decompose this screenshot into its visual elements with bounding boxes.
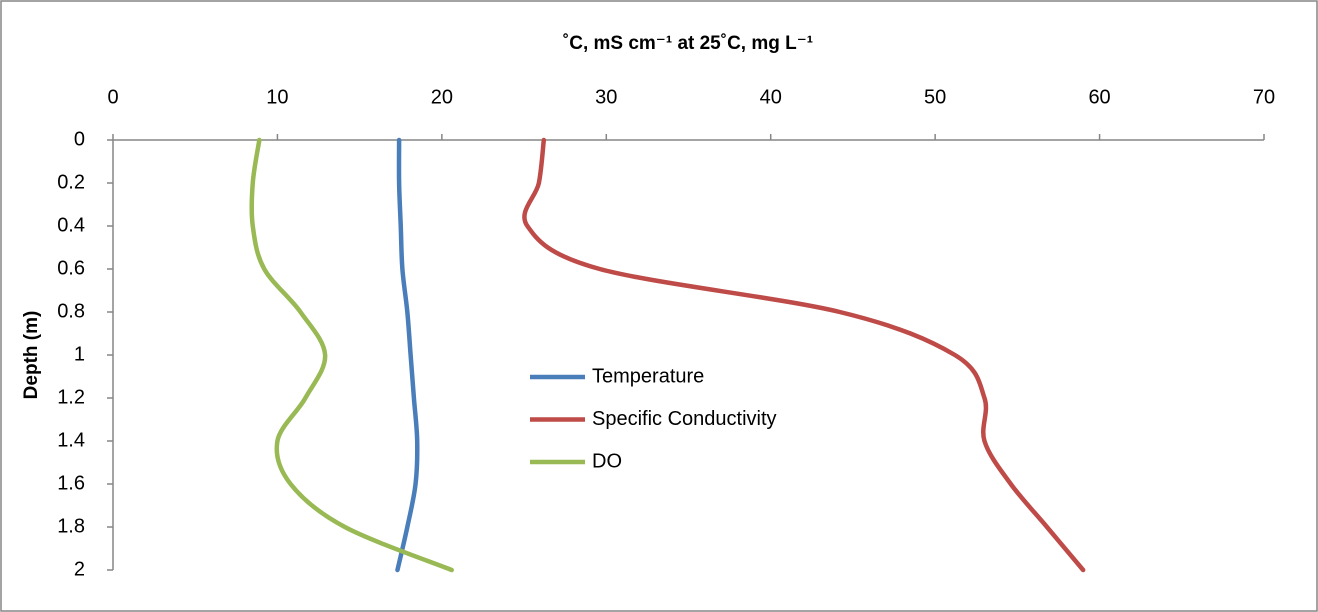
- series-line: [522, 137, 1086, 573]
- y-tick-label: 0.2: [57, 171, 85, 193]
- y-tick-label: 0.8: [57, 300, 85, 322]
- y-tick-label: 1.4: [57, 429, 85, 451]
- y-tick-label: 1.8: [57, 515, 85, 537]
- series-line: [249, 137, 454, 573]
- y-axis-title: Depth (m): [21, 311, 42, 400]
- y-tick-label: 2: [74, 558, 85, 580]
- x-tick-label: 0: [107, 86, 118, 108]
- x-tick-label: 70: [1253, 86, 1275, 108]
- y-tick-label: 1.6: [57, 472, 85, 494]
- legend-label: DO: [592, 450, 622, 472]
- legend-label: Specific Conductivity: [592, 408, 777, 430]
- x-tick-label: 50: [924, 86, 946, 108]
- x-tick-label: 60: [1088, 86, 1110, 108]
- y-tick-label: 0.6: [57, 257, 85, 279]
- y-tick-label: 1: [74, 343, 85, 365]
- y-tick-label: 0: [74, 128, 85, 150]
- x-tick-label: 10: [266, 86, 288, 108]
- x-tick-label: 20: [431, 86, 453, 108]
- y-tick-label: 0.4: [57, 214, 85, 236]
- x-tick-label: 40: [760, 86, 782, 108]
- series-line: [395, 137, 420, 573]
- x-axis-title: ˚C, mS cm⁻¹ at 25˚C, mg L⁻¹: [563, 33, 813, 54]
- y-tick-label: 1.2: [57, 386, 85, 408]
- legend-label: Temperature: [592, 365, 704, 387]
- x-tick-label: 30: [595, 86, 617, 108]
